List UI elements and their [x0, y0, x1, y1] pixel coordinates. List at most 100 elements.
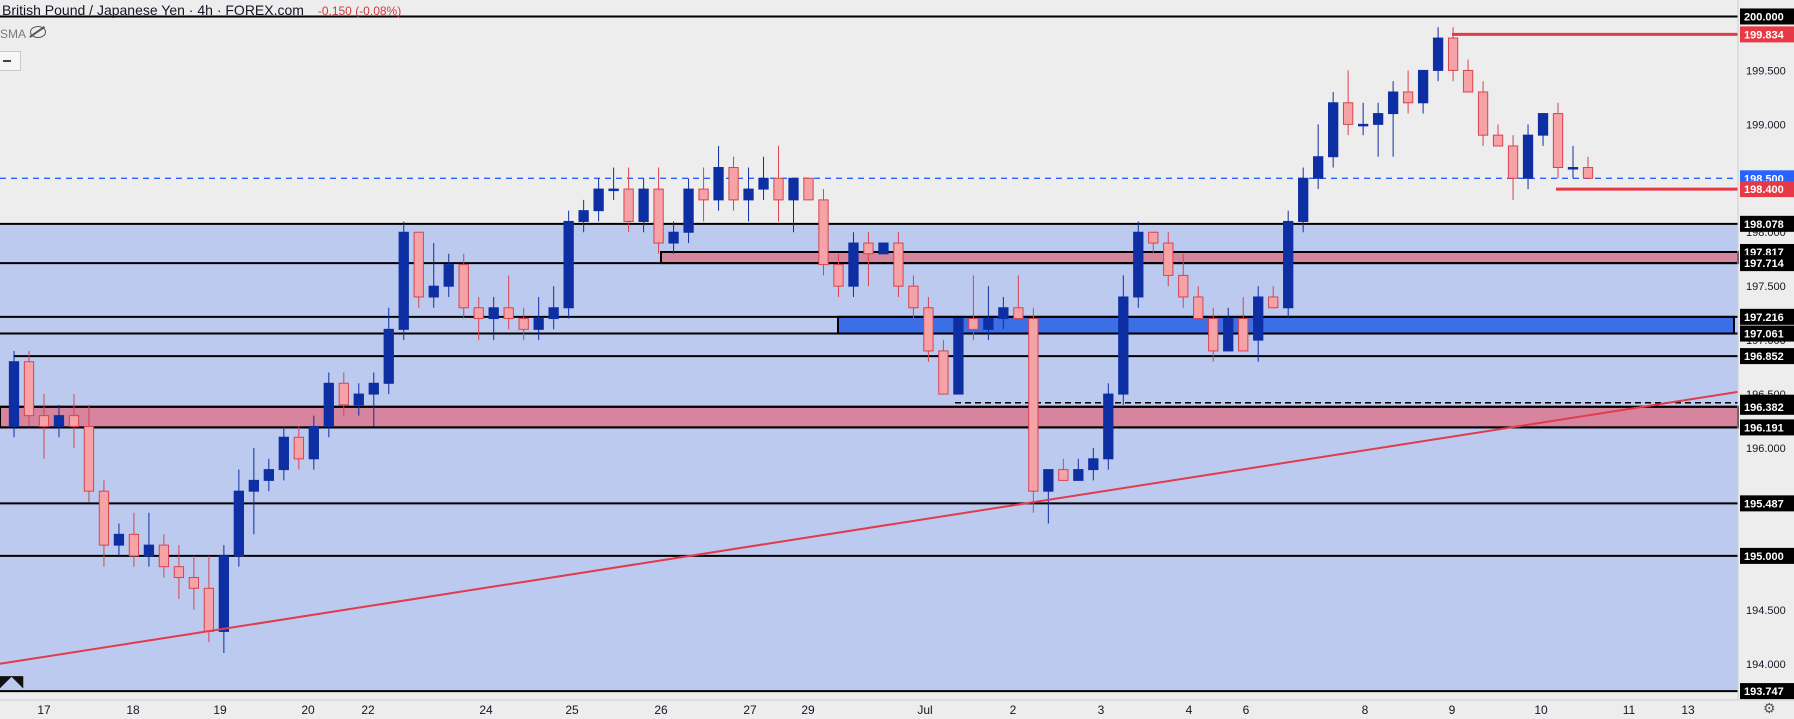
symbol-header[interactable]: British Pound / Japanese Yen · 4h · FORE…	[2, 2, 401, 18]
price-label-box	[1740, 547, 1794, 564]
candle-body	[1133, 231, 1144, 298]
price-label: 198.400	[1744, 184, 1784, 196]
candle-body	[203, 587, 215, 632]
price-tick: 196.000	[1746, 443, 1786, 455]
candle-body	[398, 231, 409, 330]
candle-body	[83, 425, 95, 492]
candle-body	[1417, 69, 1429, 104]
candle-body	[923, 307, 934, 352]
candle-body	[683, 188, 694, 233]
candle-body	[1372, 113, 1384, 125]
candle-body	[1343, 102, 1354, 125]
candle-body	[968, 318, 979, 330]
candle-body	[893, 242, 904, 287]
time-label: 2	[1010, 703, 1017, 717]
candle-body	[983, 318, 994, 330]
price-labels: 200.000199.834198.500198.400198.078197.8…	[1740, 8, 1794, 700]
candle-body	[1028, 318, 1039, 492]
candle-body	[608, 188, 619, 192]
candle-body	[803, 177, 814, 201]
candle-body	[188, 576, 200, 589]
candle-body	[503, 307, 514, 320]
price-label: 200.000	[1744, 11, 1784, 23]
candle-body	[368, 382, 379, 395]
time-label: 24	[479, 703, 493, 717]
candle-body	[908, 285, 919, 309]
time-label: 11	[1623, 703, 1636, 717]
price-label-box	[1740, 683, 1794, 700]
price-tick: 194.000	[1746, 659, 1786, 671]
candle-body	[1058, 469, 1069, 481]
zone-red	[0, 405, 1739, 429]
collapse-legend-button[interactable]	[0, 51, 21, 71]
candle-body	[158, 544, 170, 568]
candle-body	[1208, 318, 1219, 352]
time-label: 18	[126, 703, 140, 717]
candle-body	[38, 415, 50, 427]
price-label-box	[1740, 215, 1794, 232]
candle-body	[1238, 318, 1249, 352]
candle-body	[1253, 296, 1264, 341]
candle-body	[653, 188, 664, 244]
settings-gear-icon[interactable]: ⚙	[1763, 700, 1776, 716]
candle-body	[848, 242, 859, 287]
candle-body	[1043, 469, 1054, 492]
candle-body	[1402, 91, 1414, 104]
candle-body	[263, 469, 274, 481]
candle-body	[473, 307, 484, 320]
indicator-label[interactable]: SMA	[0, 27, 27, 41]
candle-body	[863, 242, 874, 255]
candle-body	[98, 490, 110, 546]
time-label: 3	[1098, 703, 1105, 717]
time-axis[interactable]: 17 18 19 20 22 24 25 26 27 29 Jul 2 3 4 6 8 9 10 11 13	[37, 703, 1695, 717]
price-label-box	[1740, 495, 1794, 512]
candle-body	[1073, 469, 1084, 481]
candle-body	[413, 231, 424, 298]
candle-body	[53, 415, 65, 427]
time-label: 19	[213, 703, 227, 717]
price-label-box	[1740, 325, 1794, 342]
candle-body	[788, 177, 799, 201]
candle-body	[1387, 91, 1399, 115]
candle-body	[593, 188, 604, 212]
candle-body	[443, 264, 454, 287]
candle-body	[1298, 177, 1309, 222]
candle-body	[143, 544, 155, 557]
candle-body	[668, 231, 679, 244]
candle-body	[773, 177, 784, 201]
candle-body	[713, 167, 724, 201]
candle-body	[953, 318, 964, 395]
candle-body	[128, 533, 140, 557]
time-label: 10	[1534, 703, 1548, 717]
candle-body	[248, 479, 259, 492]
candle-body	[1313, 156, 1324, 179]
price-label-box	[1740, 308, 1794, 325]
time-label: 22	[361, 703, 375, 717]
price-label-box	[1740, 419, 1794, 436]
candle-body	[1328, 102, 1339, 158]
trendline[interactable]	[0, 390, 1739, 665]
price-label-box	[1740, 8, 1794, 25]
candle-body	[1522, 134, 1534, 179]
time-label: 26	[654, 703, 668, 717]
price-label: 197.216	[1744, 312, 1784, 324]
candle-body	[488, 307, 499, 320]
price-label: 198.078	[1744, 219, 1784, 231]
tradingview-logo-icon[interactable]: ◤◥	[0, 673, 24, 690]
eye-hidden-icon[interactable]	[30, 26, 46, 38]
candle-body	[623, 188, 634, 222]
highlight-zone	[0, 223, 1738, 692]
candle-body	[1118, 296, 1129, 395]
price-label-box	[1740, 348, 1794, 365]
candle-body	[308, 425, 319, 460]
time-label: 20	[301, 703, 315, 717]
price-label: 197.714	[1744, 258, 1785, 270]
candle-body	[518, 318, 529, 330]
candle-body	[1268, 296, 1279, 309]
candle-body	[818, 199, 829, 266]
price-label-box	[1740, 181, 1794, 198]
candle-body	[998, 307, 1009, 320]
candle-body	[1462, 69, 1474, 93]
candle-body	[23, 361, 35, 417]
